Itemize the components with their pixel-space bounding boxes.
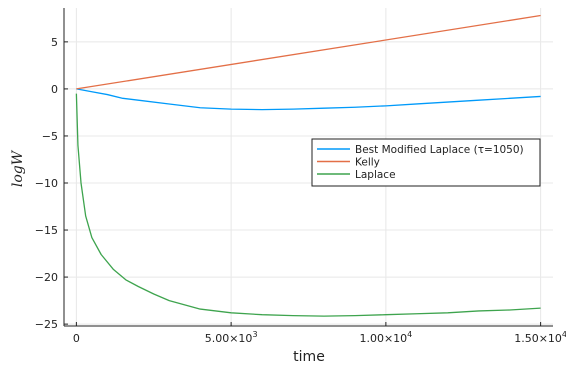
y-tick-label: 0 — [51, 83, 58, 96]
y-tick-label: −20 — [35, 271, 58, 284]
x-tick-label: 1.50×104 — [514, 330, 566, 345]
legend-label-2: Laplace — [355, 169, 396, 181]
series-line-1 — [76, 14, 541, 90]
series-line-2 — [75, 93, 541, 317]
legend-label-1: Kelly — [355, 156, 380, 168]
y-tick-label: −25 — [35, 318, 58, 331]
x-tick-label: 1.00×104 — [359, 330, 412, 345]
series-group — [75, 14, 541, 317]
y-axis-label: logW — [10, 149, 26, 187]
y-tick-label: −15 — [35, 224, 58, 237]
x-tick-label: 0 — [73, 332, 80, 345]
y-tick-label: −10 — [35, 177, 58, 190]
tick-labels: 0 5.00×103 1.00×104 1.50×104 5 0 −5 −10 −15 −20 −2… — [35, 36, 566, 345]
grid — [64, 8, 553, 326]
legend: Best Modified Laplace (τ=1050)KellyLapla… — [311, 138, 541, 187]
x-tick-label: 5.00×103 — [205, 330, 258, 345]
legend-box — [311, 138, 541, 187]
x-axis-label: time — [293, 349, 325, 365]
y-tick-label: −5 — [42, 130, 58, 143]
series-line-0 — [76, 88, 541, 111]
axes — [63, 8, 553, 327]
y-tick-label: 5 — [51, 36, 58, 49]
legend-label-0: Best Modified Laplace (τ=1050) — [355, 144, 524, 156]
